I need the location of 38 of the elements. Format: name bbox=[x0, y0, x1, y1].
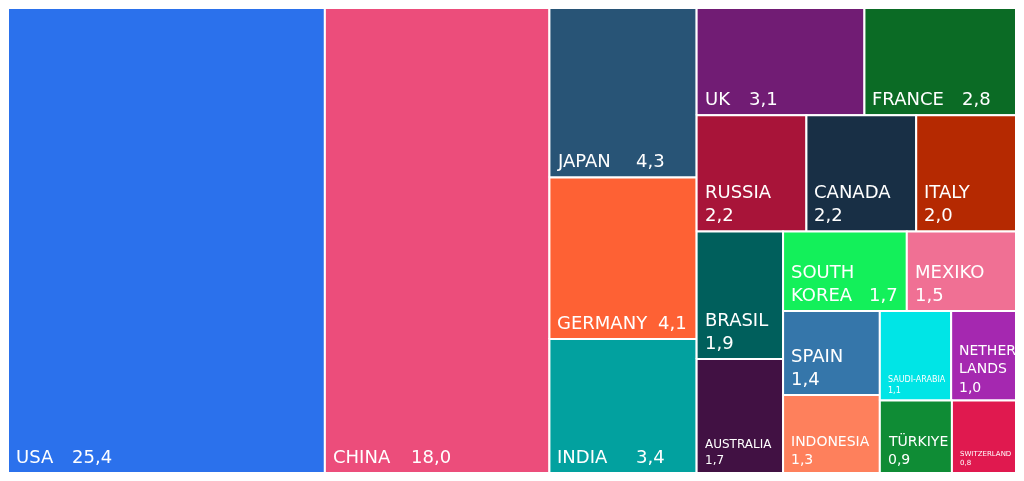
category-label: SAUDI-ARABIA bbox=[888, 375, 946, 384]
category-label: SPAIN bbox=[791, 345, 844, 366]
data-label: 0,9 bbox=[888, 451, 911, 467]
data-label: 2,8 bbox=[962, 88, 991, 109]
data-label: 2,2 bbox=[705, 204, 734, 225]
data-label: 3,1 bbox=[749, 88, 778, 109]
category-label: FRANCE bbox=[872, 88, 944, 109]
data-label: 1,4 bbox=[791, 368, 820, 389]
category-label: ITALY bbox=[924, 181, 971, 202]
data-label: 1,5 bbox=[915, 284, 944, 305]
data-label: 1,7 bbox=[705, 453, 725, 467]
category-label: TÜRKIYE bbox=[888, 432, 949, 449]
category-label: NETHER LANDS bbox=[959, 342, 1017, 377]
data-label: 4,1 bbox=[658, 312, 687, 333]
data-label: 18,0 bbox=[411, 446, 452, 467]
data-label: 4,3 bbox=[636, 150, 665, 171]
category-label: BRASIL bbox=[705, 309, 769, 330]
category-label: GERMANY bbox=[557, 312, 649, 333]
category-label: MEXIKO bbox=[915, 261, 985, 282]
data-label: 25,4 bbox=[72, 446, 113, 467]
category-label: AUSTRALIA bbox=[705, 437, 773, 451]
data-label: 3,4 bbox=[636, 446, 665, 467]
data-label: 1,1 bbox=[888, 386, 901, 395]
data-label: 1,7 bbox=[869, 284, 898, 305]
category-label: INDONESIA bbox=[791, 433, 870, 449]
category-label: UK bbox=[705, 88, 732, 109]
data-label: 1,9 bbox=[705, 332, 734, 353]
category-label: CHINA bbox=[333, 446, 391, 467]
data-label: 1,0 bbox=[959, 379, 982, 395]
category-label: USA bbox=[16, 446, 54, 467]
data-label: 1,3 bbox=[791, 451, 814, 467]
category-label: JAPAN bbox=[557, 150, 611, 171]
category-label: INDIA bbox=[557, 446, 608, 467]
data-label: 2,0 bbox=[924, 204, 953, 225]
data-label: 2,2 bbox=[814, 204, 843, 225]
category-label: CANADA bbox=[814, 181, 892, 202]
category-label: RUSSIA bbox=[705, 181, 772, 202]
category-label: SOUTH KOREA bbox=[791, 261, 855, 306]
